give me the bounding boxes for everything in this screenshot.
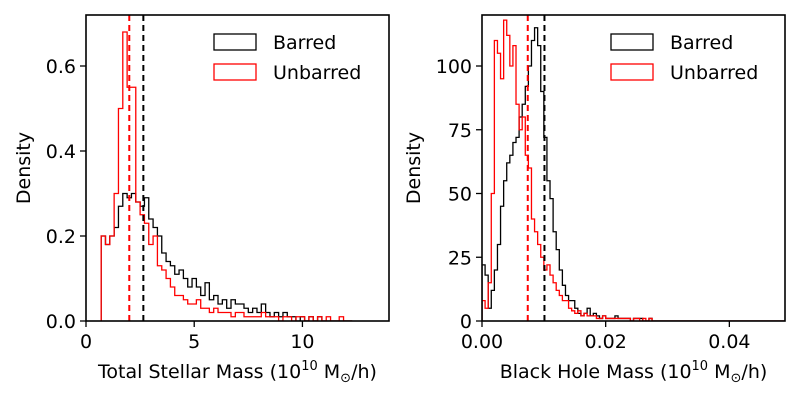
black-hole-mass-y-tick-label: 50 <box>448 184 472 206</box>
stellar-mass-plot-area <box>100 15 353 321</box>
stellar-mass-y-tick-label: 0.4 <box>46 141 76 163</box>
black-hole-mass-y-axis-label: Density <box>403 132 425 204</box>
stellar-mass-y-tick-label: 0.2 <box>46 226 76 248</box>
stellar-mass-y-axis-label: Density <box>13 132 35 204</box>
black-hole-mass-x-axis-label: Black Hole Mass (1010 M⊙/h) <box>500 359 768 386</box>
stellar-mass-unbarred-histogram <box>100 31 353 321</box>
stellar-mass-x-axis-label: Total Stellar Mass (1010 M⊙/h) <box>97 359 377 386</box>
stellar-mass-y-tick-label: 0.0 <box>46 311 76 333</box>
black-hole-mass-x-tick-label: 0.04 <box>708 331 750 353</box>
black-hole-mass-barred-histogram <box>482 27 785 321</box>
black-hole-mass-y-tick-label: 25 <box>448 247 472 269</box>
black-hole-mass-legend: Barred Unbarred <box>610 32 758 84</box>
stellar-mass-axes-frame <box>85 14 390 322</box>
stellar-mass-x-tick-label: 10 <box>290 331 314 353</box>
stellar-mass-ticks: 0 5 10 0.0 0.2 0.4 0.6 <box>46 56 315 353</box>
black-hole-mass-x-tick-label: 0.02 <box>585 331 627 353</box>
stellar-mass-barred-histogram <box>100 192 353 321</box>
black-hole-mass-x-tick-label: 0.00 <box>461 331 503 353</box>
black-hole-mass-y-tick-label: 75 <box>448 120 472 142</box>
stellar-mass-x-tick-label: 0 <box>80 331 92 353</box>
stellar-mass-legend-label-unbarred: Unbarred <box>273 62 361 84</box>
stellar-mass-legend-swatch-unbarred <box>213 63 257 81</box>
black-hole-mass-plot-area <box>482 15 785 321</box>
stellar-mass-x-tick-label: 5 <box>188 331 200 353</box>
stellar-mass-legend: Barred Unbarred <box>213 32 361 84</box>
black-hole-mass-ticks: 0.00 0.02 0.04 0 25 50 75 100 <box>436 56 751 353</box>
black-hole-mass-panel: 0.00 0.02 0.04 0 25 50 75 100 Barred Unbarred De… <box>403 14 786 386</box>
stellar-mass-legend-swatch-barred <box>213 33 257 51</box>
black-hole-mass-unbarred-histogram <box>482 19 785 321</box>
black-hole-mass-axes-frame <box>481 14 786 322</box>
black-hole-mass-legend-swatch-unbarred <box>610 63 654 81</box>
black-hole-mass-legend-swatch-barred <box>610 33 654 51</box>
black-hole-mass-y-tick-label: 0 <box>460 311 472 333</box>
black-hole-mass-legend-label-unbarred: Unbarred <box>670 62 758 84</box>
stellar-mass-y-tick-label: 0.6 <box>46 56 76 78</box>
black-hole-mass-y-tick-label: 100 <box>436 56 472 78</box>
stellar-mass-legend-label-barred: Barred <box>273 32 336 54</box>
black-hole-mass-legend-label-barred: Barred <box>670 32 733 54</box>
